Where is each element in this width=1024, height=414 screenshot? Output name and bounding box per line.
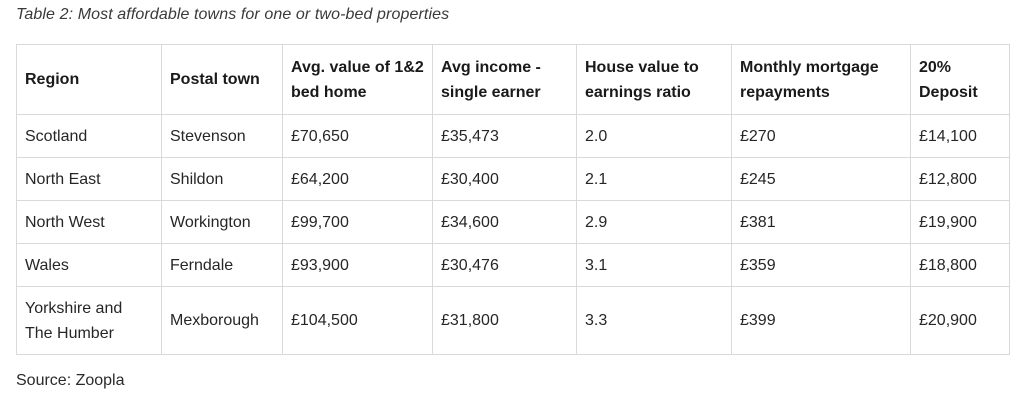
header-avg-value: Avg. value of 1&2 bed home bbox=[282, 44, 433, 115]
cell-postal-town: Mexborough bbox=[161, 286, 283, 355]
affordable-towns-table: Region Postal town Avg. value of 1&2 bed… bbox=[16, 44, 1010, 355]
header-deposit: 20% Deposit bbox=[910, 44, 1010, 115]
cell-ratio: 2.9 bbox=[576, 200, 732, 244]
cell-deposit: £20,900 bbox=[910, 286, 1010, 355]
header-monthly-mortgage: Monthly mortgage repayments bbox=[731, 44, 911, 115]
table-row: Scotland Stevenson £70,650 £35,473 2.0 £… bbox=[16, 114, 1010, 158]
cell-region: Yorkshire and The Humber bbox=[16, 286, 162, 355]
cell-postal-town: Workington bbox=[161, 200, 283, 244]
header-value-earnings-ratio: House value to earnings ratio bbox=[576, 44, 732, 115]
cell-ratio: 2.1 bbox=[576, 157, 732, 201]
cell-avg-income: £30,476 bbox=[432, 243, 577, 287]
cell-avg-value: £93,900 bbox=[282, 243, 433, 287]
cell-mortgage: £270 bbox=[731, 114, 911, 158]
cell-deposit: £14,100 bbox=[910, 114, 1010, 158]
cell-region: Wales bbox=[16, 243, 162, 287]
cell-avg-value: £104,500 bbox=[282, 286, 433, 355]
cell-avg-income: £35,473 bbox=[432, 114, 577, 158]
cell-avg-income: £34,600 bbox=[432, 200, 577, 244]
table-header-row: Region Postal town Avg. value of 1&2 bed… bbox=[16, 44, 1010, 115]
header-region: Region bbox=[16, 44, 162, 115]
header-postal-town: Postal town bbox=[161, 44, 283, 115]
cell-region: North East bbox=[16, 157, 162, 201]
table-caption: Table 2: Most affordable towns for one o… bbox=[16, 6, 450, 23]
cell-avg-income: £31,800 bbox=[432, 286, 577, 355]
header-avg-income: Avg income - single earner bbox=[432, 44, 577, 115]
table-row: Wales Ferndale £93,900 £30,476 3.1 £359 … bbox=[16, 243, 1010, 287]
cell-deposit: £12,800 bbox=[910, 157, 1010, 201]
cell-postal-town: Shildon bbox=[161, 157, 283, 201]
cell-region: North West bbox=[16, 200, 162, 244]
cell-mortgage: £245 bbox=[731, 157, 911, 201]
cell-avg-value: £64,200 bbox=[282, 157, 433, 201]
table-row: Yorkshire and The Humber Mexborough £104… bbox=[16, 286, 1010, 355]
cell-region: Scotland bbox=[16, 114, 162, 158]
cell-deposit: £18,800 bbox=[910, 243, 1010, 287]
cell-mortgage: £399 bbox=[731, 286, 911, 355]
cell-avg-value: £99,700 bbox=[282, 200, 433, 244]
cell-postal-town: Stevenson bbox=[161, 114, 283, 158]
cell-ratio: 3.3 bbox=[576, 286, 732, 355]
cell-mortgage: £381 bbox=[731, 200, 911, 244]
source-note: Source: Zoopla bbox=[16, 372, 125, 389]
table-row: North East Shildon £64,200 £30,400 2.1 £… bbox=[16, 157, 1010, 201]
cell-postal-town: Ferndale bbox=[161, 243, 283, 287]
cell-avg-value: £70,650 bbox=[282, 114, 433, 158]
cell-ratio: 2.0 bbox=[576, 114, 732, 158]
cell-avg-income: £30,400 bbox=[432, 157, 577, 201]
cell-ratio: 3.1 bbox=[576, 243, 732, 287]
table-row: North West Workington £99,700 £34,600 2.… bbox=[16, 200, 1010, 244]
cell-deposit: £19,900 bbox=[910, 200, 1010, 244]
cell-mortgage: £359 bbox=[731, 243, 911, 287]
